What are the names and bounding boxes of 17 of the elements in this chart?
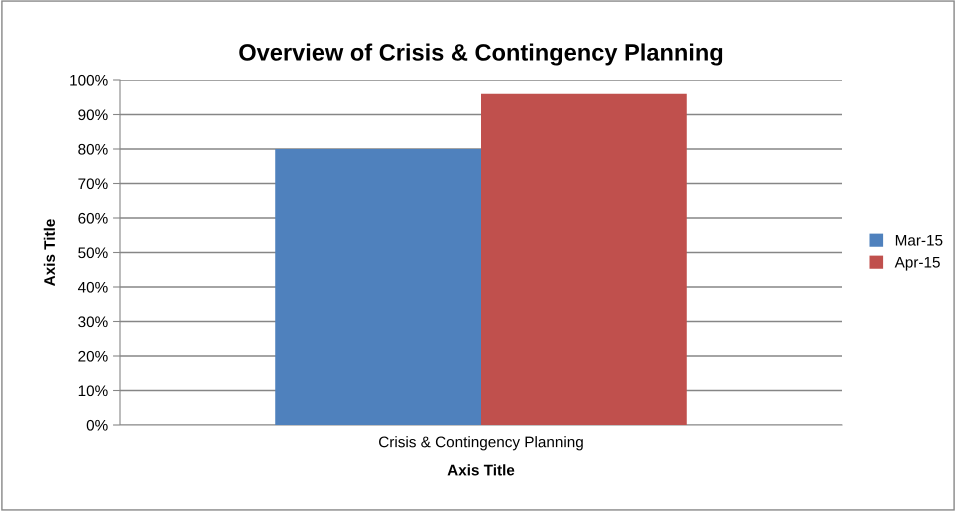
y-tick-label: 40% bbox=[78, 282, 108, 293]
y-tick-label: 90% bbox=[78, 109, 108, 120]
legend-label: Mar-15 bbox=[896, 235, 942, 246]
x-axis-title: Axis Title bbox=[448, 464, 514, 476]
y-tick-label: 30% bbox=[78, 316, 108, 328]
y-tick-label: 0% bbox=[86, 420, 108, 431]
y-tick-label: 20% bbox=[78, 350, 108, 362]
y-tick-label: 50% bbox=[78, 247, 108, 258]
y-tick-label: 10% bbox=[78, 385, 108, 396]
y-tick-label: 60% bbox=[78, 212, 108, 224]
chart-title: Overview of Crisis & Contingency Planning bbox=[239, 43, 722, 66]
y-axis-title: Axis Title bbox=[44, 219, 55, 286]
x-tick-label: Crisis & Contingency Planning bbox=[379, 436, 583, 450]
y-tick-label: 70% bbox=[78, 178, 108, 190]
legend-label: Apr-15 bbox=[894, 256, 940, 271]
y-tick-label: 100% bbox=[70, 74, 108, 86]
y-tick-label: 80% bbox=[78, 144, 108, 155]
